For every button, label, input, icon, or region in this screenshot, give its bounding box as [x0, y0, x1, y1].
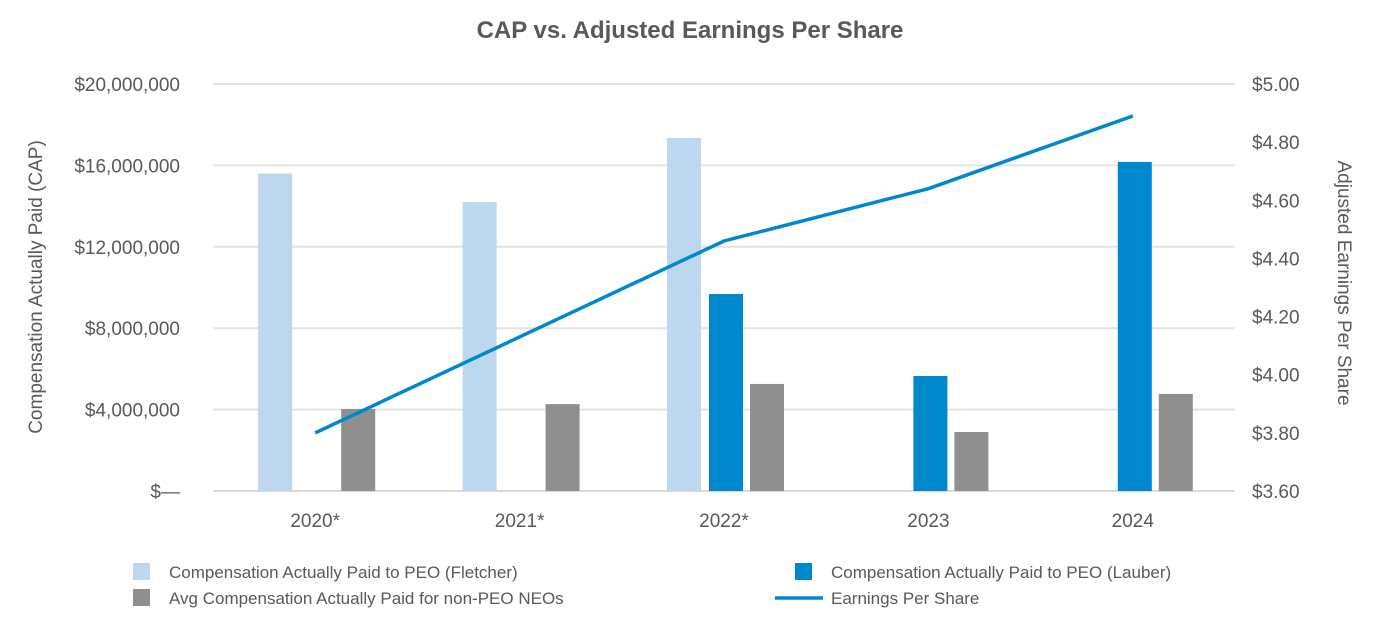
bar-2: [1159, 394, 1193, 491]
x-tick-label: 2023: [907, 511, 949, 532]
y-tick-label: $12,000,000: [74, 238, 180, 259]
x-tick-label: 2020*: [290, 511, 340, 532]
legend-label: Avg Compensation Actually Paid for non-P…: [169, 589, 564, 608]
bar-1: [913, 376, 947, 491]
bar-2: [750, 384, 784, 491]
legend-swatch: [133, 563, 150, 580]
y2-tick-label: $4.20: [1252, 308, 1300, 329]
x-tick-label: 2021*: [495, 511, 545, 532]
legend-swatch: [133, 589, 150, 606]
chart-title: CAP vs. Adjusted Earnings Per Share: [477, 17, 904, 44]
x-tick-label: 2022*: [699, 511, 749, 532]
x-tick-label: 2024: [1112, 511, 1155, 532]
y2-tick-label: $4.60: [1252, 191, 1300, 212]
bar-1: [709, 294, 743, 491]
bar-2: [341, 409, 375, 491]
legend-label: Compensation Actually Paid to PEO (Fletc…: [169, 563, 518, 582]
legend-label: Compensation Actually Paid to PEO (Laube…: [831, 563, 1171, 582]
y-tick-label: $16,000,000: [74, 156, 180, 177]
y-tick-label: $8,000,000: [85, 319, 180, 340]
y-axis-label: Compensation Actually Paid (CAP): [26, 140, 47, 434]
y-tick-label: $20,000,000: [74, 75, 180, 96]
y2-tick-label: $3.80: [1252, 424, 1300, 445]
y2-tick-label: $3.60: [1252, 482, 1300, 503]
y2-tick-label: $5.00: [1252, 75, 1300, 96]
bar-2: [546, 404, 580, 491]
bar-0: [258, 174, 292, 491]
legend-swatch: [795, 563, 812, 580]
y-tick-label: $4,000,000: [85, 401, 180, 422]
bar-0: [667, 138, 701, 491]
y2-tick-label: $4.40: [1252, 249, 1300, 270]
legend-label: Earnings Per Share: [831, 589, 979, 608]
y2-axis-label: Adjusted Earnings Per Share: [1333, 160, 1354, 405]
bar-2: [954, 432, 988, 491]
y2-tick-label: $4.00: [1252, 366, 1300, 387]
bar-1: [1118, 162, 1152, 491]
y-tick-label: $—: [150, 482, 180, 503]
y2-tick-label: $4.80: [1252, 133, 1300, 154]
bar-0: [463, 202, 497, 491]
